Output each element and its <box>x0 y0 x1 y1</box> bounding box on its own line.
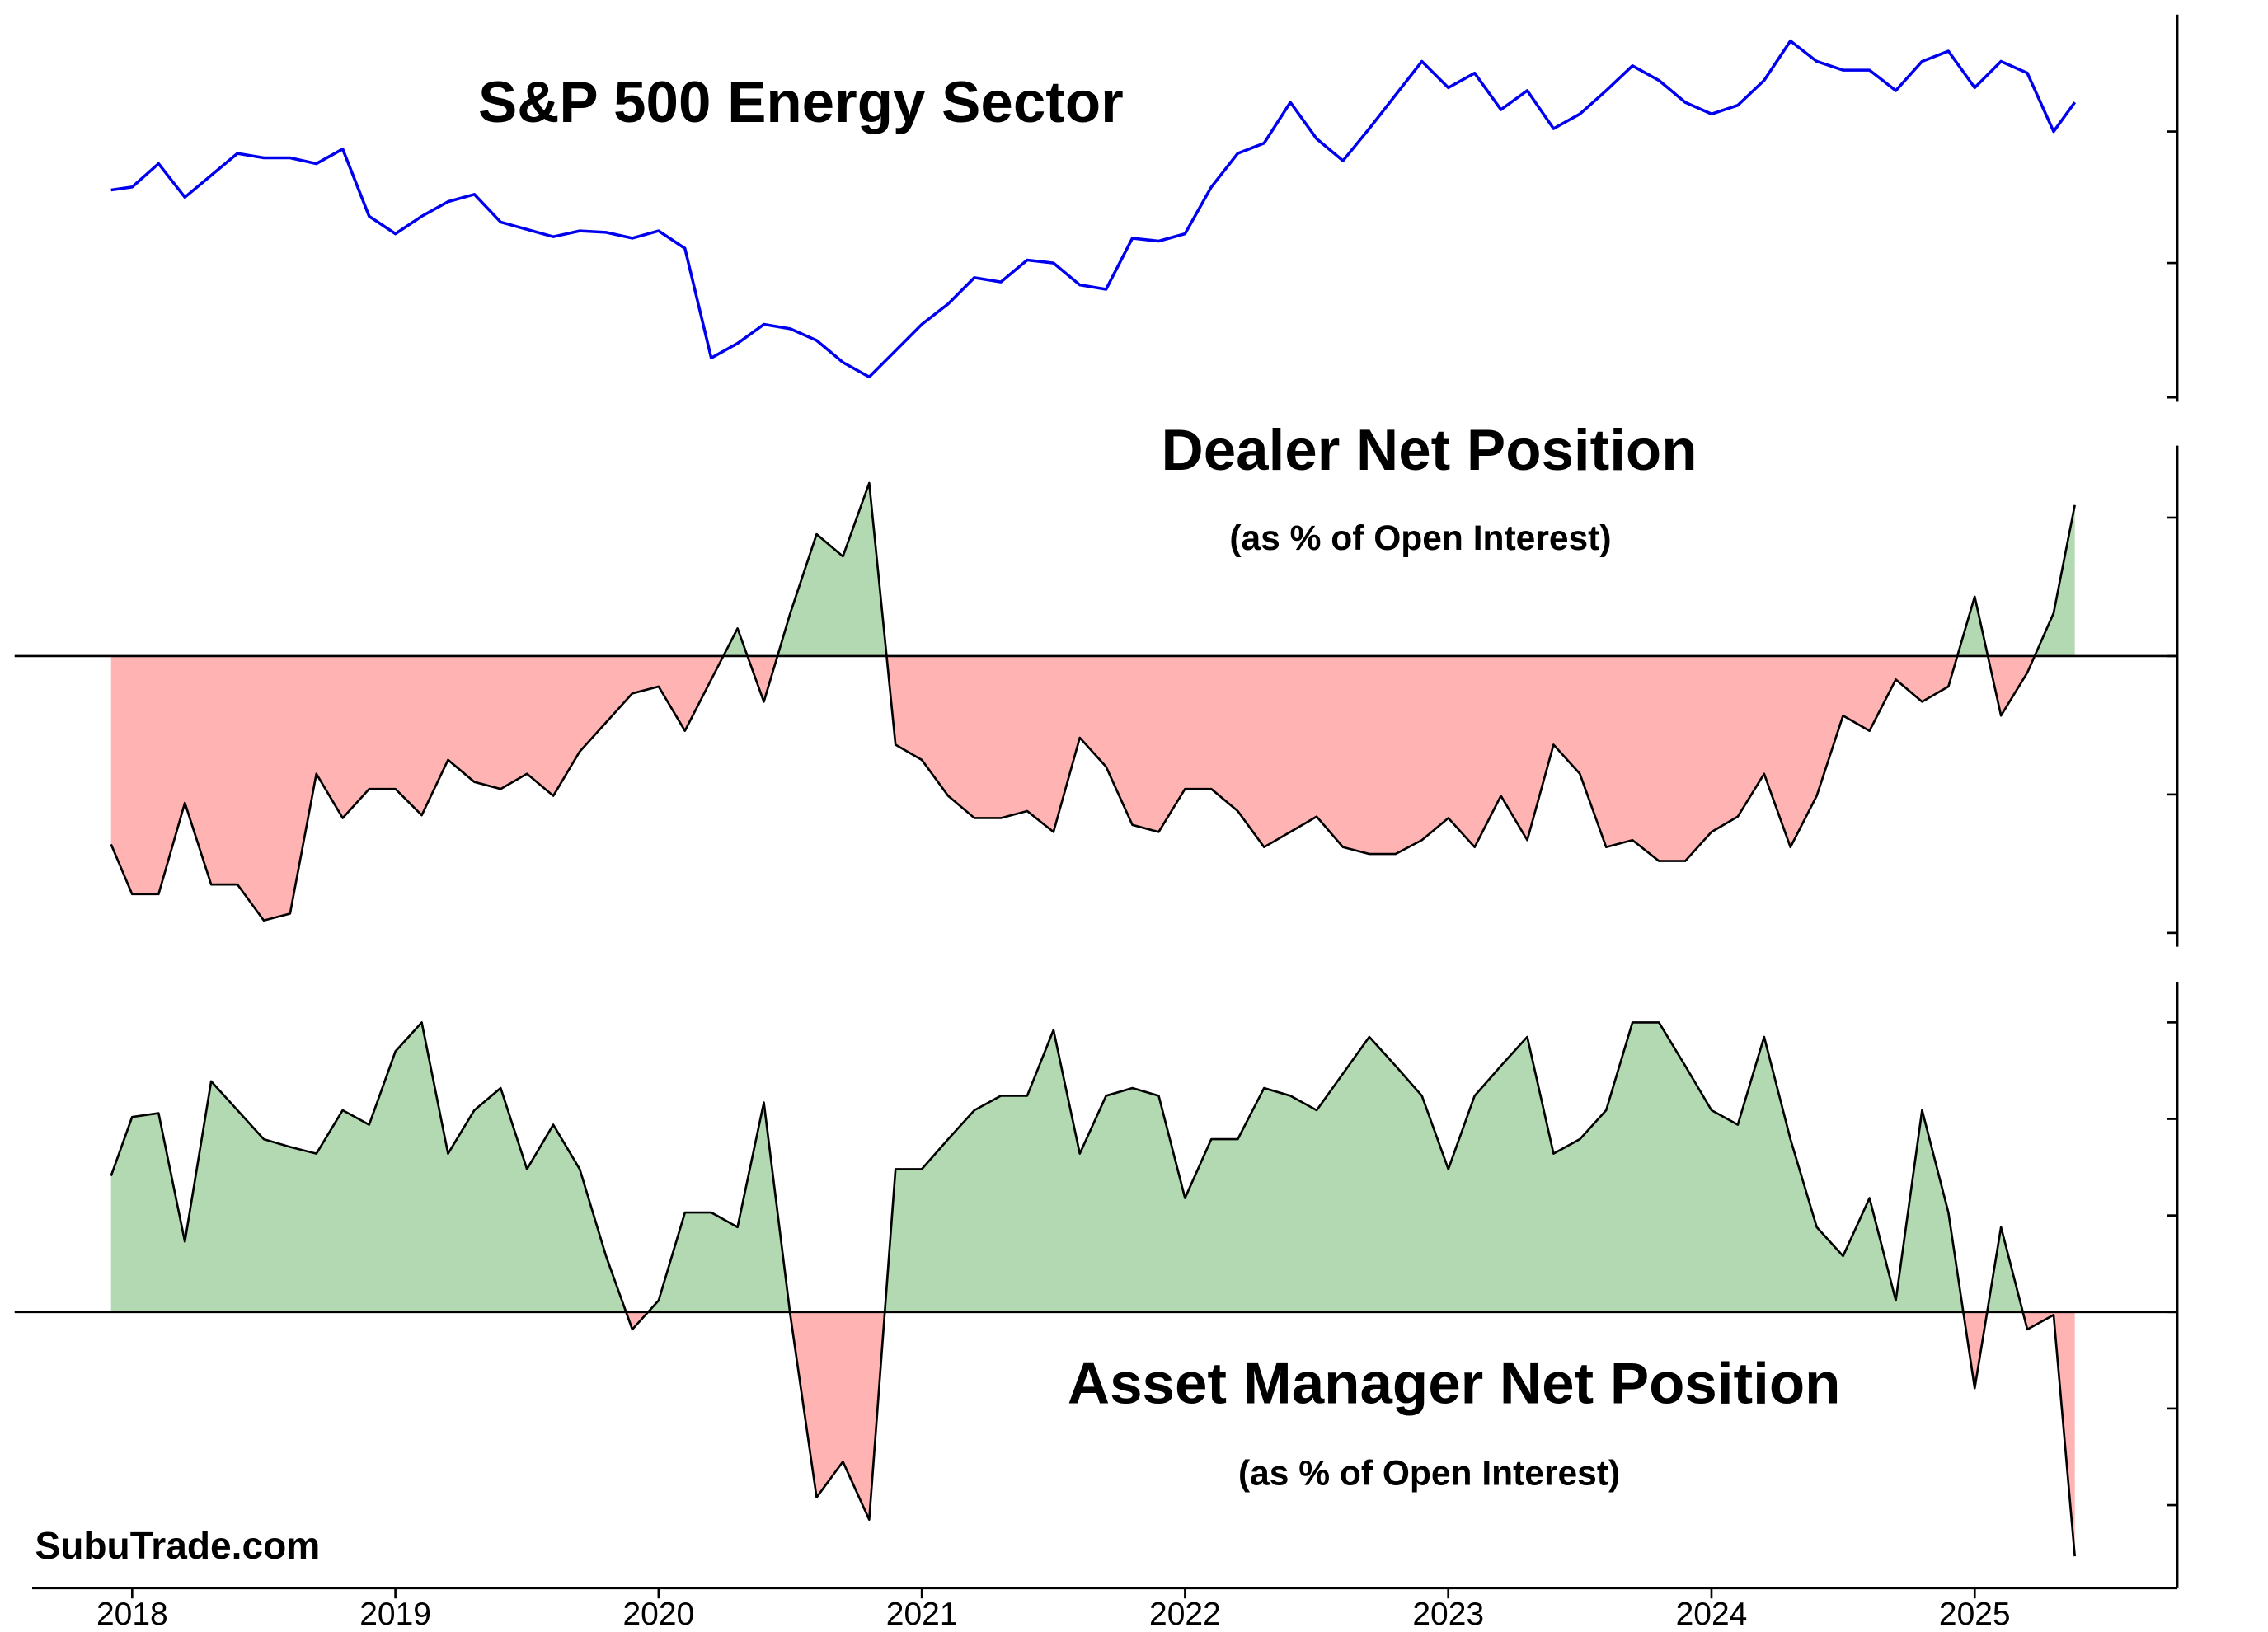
x-tick-label: 2023 <box>1412 1597 1484 1632</box>
x-tick-label: 2018 <box>96 1597 168 1632</box>
x-tick-label: 2024 <box>1676 1597 1748 1632</box>
line <box>110 1021 2076 1557</box>
line <box>110 481 2076 922</box>
x-tick-label: 2020 <box>623 1597 695 1632</box>
x-tick-label: 2025 <box>1939 1597 2011 1632</box>
x-tick-label: 2019 <box>359 1597 431 1632</box>
area-negative <box>110 655 2035 921</box>
panel-title: S&P 500 Energy Sector <box>478 70 1124 135</box>
x-tick-label: 2021 <box>886 1597 958 1632</box>
panel-title: Dealer Net Position <box>1162 418 1697 483</box>
panel-subtitle: (as % of Open Interest) <box>1229 518 1611 558</box>
watermark: SubuTrade.com <box>35 1524 321 1567</box>
area-positive <box>110 1022 2075 1312</box>
panel-subtitle: (as % of Open Interest) <box>1238 1454 1620 1494</box>
line <box>110 39 2077 379</box>
panel-title: Asset Manager Net Position <box>1068 1352 1841 1417</box>
x-tick-label: 2022 <box>1149 1597 1221 1632</box>
